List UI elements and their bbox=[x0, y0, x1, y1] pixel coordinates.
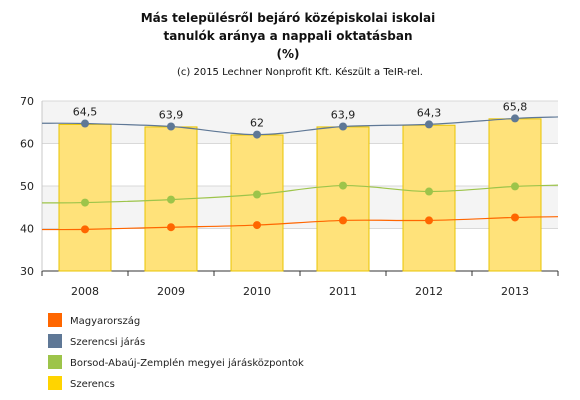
bar-data-label: 63,9 bbox=[331, 109, 356, 122]
y-axis: 30 40 50 60 70 bbox=[20, 95, 43, 278]
bar-szerencs bbox=[316, 126, 370, 272]
x-axis: 2008 2009 2010 2011 2012 2013 bbox=[41, 271, 559, 298]
y-tick-label: 30 bbox=[20, 265, 34, 278]
line-point-0 bbox=[253, 221, 261, 230]
chart-title-line-2: tanulók aránya a nappali oktatásban bbox=[163, 29, 412, 43]
line-point-1 bbox=[511, 114, 519, 123]
line-point-2 bbox=[253, 190, 261, 199]
chart-subtitle: (c) 2015 Lechner Nonprofit Kft. Készült … bbox=[177, 66, 423, 78]
line-point-2 bbox=[425, 187, 433, 196]
x-tick-label: 2013 bbox=[501, 285, 529, 298]
legend-swatch bbox=[48, 334, 62, 348]
chart-title-line-3: (%) bbox=[277, 47, 300, 61]
y-tick-label: 50 bbox=[20, 180, 34, 193]
plot-band bbox=[42, 186, 558, 229]
bar-data-label: 62 bbox=[250, 117, 264, 130]
bar-szerencs bbox=[402, 124, 456, 272]
line-point-0 bbox=[81, 225, 89, 234]
line-point-2 bbox=[81, 198, 89, 207]
legend-label: Borsod-Abaúj-Zemplén megyei járásközpont… bbox=[70, 357, 304, 369]
y-tick-label: 40 bbox=[20, 223, 34, 236]
y-tick-label: 60 bbox=[20, 138, 34, 151]
line-point-1 bbox=[253, 130, 261, 139]
line-point-1 bbox=[425, 120, 433, 129]
bar-data-label: 64,3 bbox=[417, 106, 442, 119]
bar-data-label: 65,8 bbox=[503, 100, 528, 113]
x-tick-label: 2011 bbox=[329, 285, 357, 298]
plot-band bbox=[42, 143, 558, 186]
bar-series: 64,5 63,9 62 63,9 64,3 65,8 bbox=[58, 100, 542, 272]
bar-data-label: 63,9 bbox=[159, 109, 184, 122]
x-tick-label: 2012 bbox=[415, 285, 443, 298]
plot-bands bbox=[42, 101, 558, 271]
bar-szerencs bbox=[488, 118, 542, 272]
line-point-2 bbox=[511, 182, 519, 191]
x-tick-label: 2010 bbox=[243, 285, 271, 298]
line-point-0 bbox=[167, 223, 175, 232]
legend-swatch bbox=[48, 313, 62, 327]
bar-szerencs bbox=[58, 123, 112, 272]
line-point-0 bbox=[425, 216, 433, 225]
line-point-2 bbox=[167, 195, 175, 204]
line-point-0 bbox=[511, 213, 519, 222]
x-tick-label: 2008 bbox=[71, 285, 99, 298]
legend-swatch bbox=[48, 355, 62, 369]
plot-band bbox=[42, 101, 558, 144]
line-point-2 bbox=[339, 181, 347, 190]
legend-label: Magyarország bbox=[70, 315, 140, 327]
line-series bbox=[41, 114, 559, 234]
plot-band bbox=[42, 228, 558, 271]
bar-szerencs bbox=[230, 134, 284, 272]
line-point-0 bbox=[339, 216, 347, 225]
y-tick-label: 70 bbox=[20, 95, 34, 108]
legend: Magyarország Szerencsi járás Borsod-Abaúj-… bbox=[48, 313, 304, 390]
chart-title-line-1: Más településről bejáró középiskolai isk… bbox=[141, 11, 436, 25]
line-point-1 bbox=[339, 122, 347, 131]
legend-label: Szerencsi járás bbox=[70, 336, 145, 348]
line-series-2 bbox=[41, 184, 559, 204]
line-point-1 bbox=[81, 119, 89, 128]
legend-label: Szerencs bbox=[70, 379, 115, 390]
legend-swatch bbox=[48, 376, 62, 390]
x-tick-label: 2009 bbox=[157, 285, 185, 298]
bar-data-label: 64,5 bbox=[73, 106, 98, 119]
line-series-1 bbox=[41, 116, 559, 136]
line-point-1 bbox=[167, 122, 175, 131]
line-series-0 bbox=[41, 216, 559, 231]
